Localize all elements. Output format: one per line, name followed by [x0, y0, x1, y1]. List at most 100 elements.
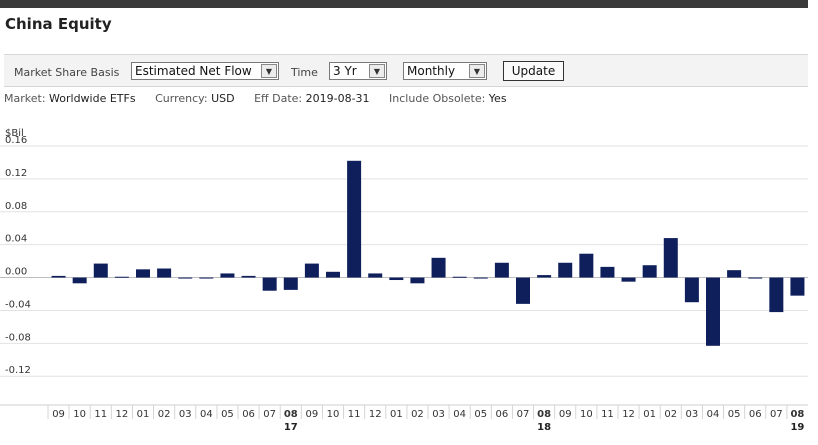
bar-19 [452, 276, 467, 278]
y-tick-label: 0.16 [5, 135, 27, 146]
x-tick-label: 01 [643, 409, 656, 420]
bar-15 [368, 273, 383, 278]
x-tick-label: 08 [284, 409, 298, 420]
x-tick-label: 05 [728, 409, 741, 420]
bar-25 [579, 253, 594, 278]
x-tick-label: 02 [411, 409, 424, 420]
bar-14 [347, 160, 362, 278]
bar-22 [516, 277, 530, 304]
bar-27 [621, 277, 636, 282]
bar-18 [431, 257, 446, 278]
x-tick-label: 06 [242, 409, 255, 420]
x-tick-label: 04 [453, 409, 466, 420]
bar-24 [558, 262, 573, 278]
x-tick-label: 08 [790, 409, 804, 420]
x-tick-label: 02 [158, 409, 171, 420]
chevron-down-icon[interactable]: ▼ [469, 64, 485, 78]
bar-7 [199, 277, 214, 279]
bar-17 [410, 277, 425, 284]
bar-16 [389, 277, 404, 281]
y-tick-label: 0.08 [5, 201, 27, 212]
market-value: Worldwide ETFs [49, 92, 136, 105]
bar-30 [684, 277, 699, 303]
frequency-select[interactable]: Monthly ▼ [403, 62, 487, 80]
x-tick-label: 03 [179, 409, 192, 420]
basis-label: Market Share Basis [14, 66, 120, 79]
year-label: 18 [537, 422, 551, 433]
x-tick-label: 09 [306, 409, 319, 420]
x-tick-label: 10 [580, 409, 593, 420]
bar-2 [93, 263, 108, 278]
bar-8 [220, 273, 235, 278]
x-tick-label: 12 [116, 409, 129, 420]
bar-34 [769, 277, 784, 313]
x-tick-label: 09 [559, 409, 572, 420]
x-tick-label: 12 [369, 409, 382, 420]
x-tick-label: 01 [137, 409, 150, 420]
bar-23 [537, 275, 552, 278]
x-tick-label: 01 [390, 409, 403, 420]
meta-line: Market: Worldwide ETFs Currency: USD Eff… [4, 92, 523, 105]
page-title: China Equity [5, 15, 112, 33]
bar-29 [663, 238, 678, 278]
x-tick-label: 07 [770, 409, 783, 420]
x-tick-label: 11 [94, 409, 107, 420]
bar-9 [241, 275, 256, 278]
bar-3 [114, 276, 129, 278]
frequency-select-value: Monthly [407, 64, 456, 78]
bar-12 [304, 263, 319, 278]
x-tick-label: 12 [622, 409, 635, 420]
eff-date-key: Eff Date: [254, 92, 303, 105]
market-key: Market: [4, 92, 46, 105]
x-tick-label: 10 [327, 409, 340, 420]
x-tick-label: 04 [707, 409, 720, 420]
x-tick-label: 11 [348, 409, 361, 420]
currency-value: USD [211, 92, 235, 105]
y-tick-label: -0.12 [5, 365, 31, 376]
bar-6 [178, 277, 193, 279]
update-button[interactable]: Update [503, 61, 564, 81]
chevron-down-icon[interactable]: ▼ [369, 64, 385, 78]
x-tick-label: 11 [601, 409, 614, 420]
x-tick-label: 09 [52, 409, 65, 420]
bar-21 [494, 262, 509, 278]
year-label: 19 [790, 422, 804, 433]
x-tick-label: 05 [474, 409, 487, 420]
basis-select-value: Estimated Net Flow [135, 64, 252, 78]
y-tick-label: 0.12 [5, 168, 27, 179]
x-tick-label: 08 [537, 409, 551, 420]
time-select[interactable]: 3 Yr ▼ [329, 62, 387, 80]
year-label: 17 [284, 422, 298, 433]
y-tick-label: -0.08 [5, 332, 31, 343]
bar-4 [136, 269, 150, 278]
bar-35 [790, 277, 805, 296]
x-tick-label: 06 [749, 409, 762, 420]
y-tick-label: -0.04 [5, 299, 31, 310]
obsolete-value: Yes [488, 92, 507, 105]
top-rule [0, 0, 808, 8]
time-label: Time [291, 66, 318, 79]
x-tick-label: 03 [686, 409, 699, 420]
bar-33 [748, 277, 763, 279]
bar-10 [262, 277, 277, 291]
x-tick-label: 07 [263, 409, 276, 420]
y-axis-label: $Bil [5, 128, 24, 139]
bar-11 [283, 277, 298, 290]
chevron-down-icon[interactable]: ▼ [261, 64, 277, 78]
x-tick-label: 03 [432, 409, 445, 420]
time-select-value: 3 Yr [333, 64, 357, 78]
bar-1 [72, 277, 87, 284]
bar-32 [727, 270, 742, 278]
y-tick-label: 0.04 [5, 234, 27, 245]
bar-20 [473, 277, 488, 279]
bar-5 [157, 268, 172, 278]
bar-26 [600, 266, 615, 278]
bar-28 [642, 265, 657, 278]
x-tick-label: 06 [496, 409, 509, 420]
x-tick-label: 02 [664, 409, 677, 420]
obsolete-key: Include Obsolete: [389, 92, 486, 105]
x-tick-label: 10 [73, 409, 86, 420]
toolbar: Market Share Basis Estimated Net Flow ▼ … [4, 54, 808, 87]
basis-select[interactable]: Estimated Net Flow ▼ [131, 62, 279, 80]
